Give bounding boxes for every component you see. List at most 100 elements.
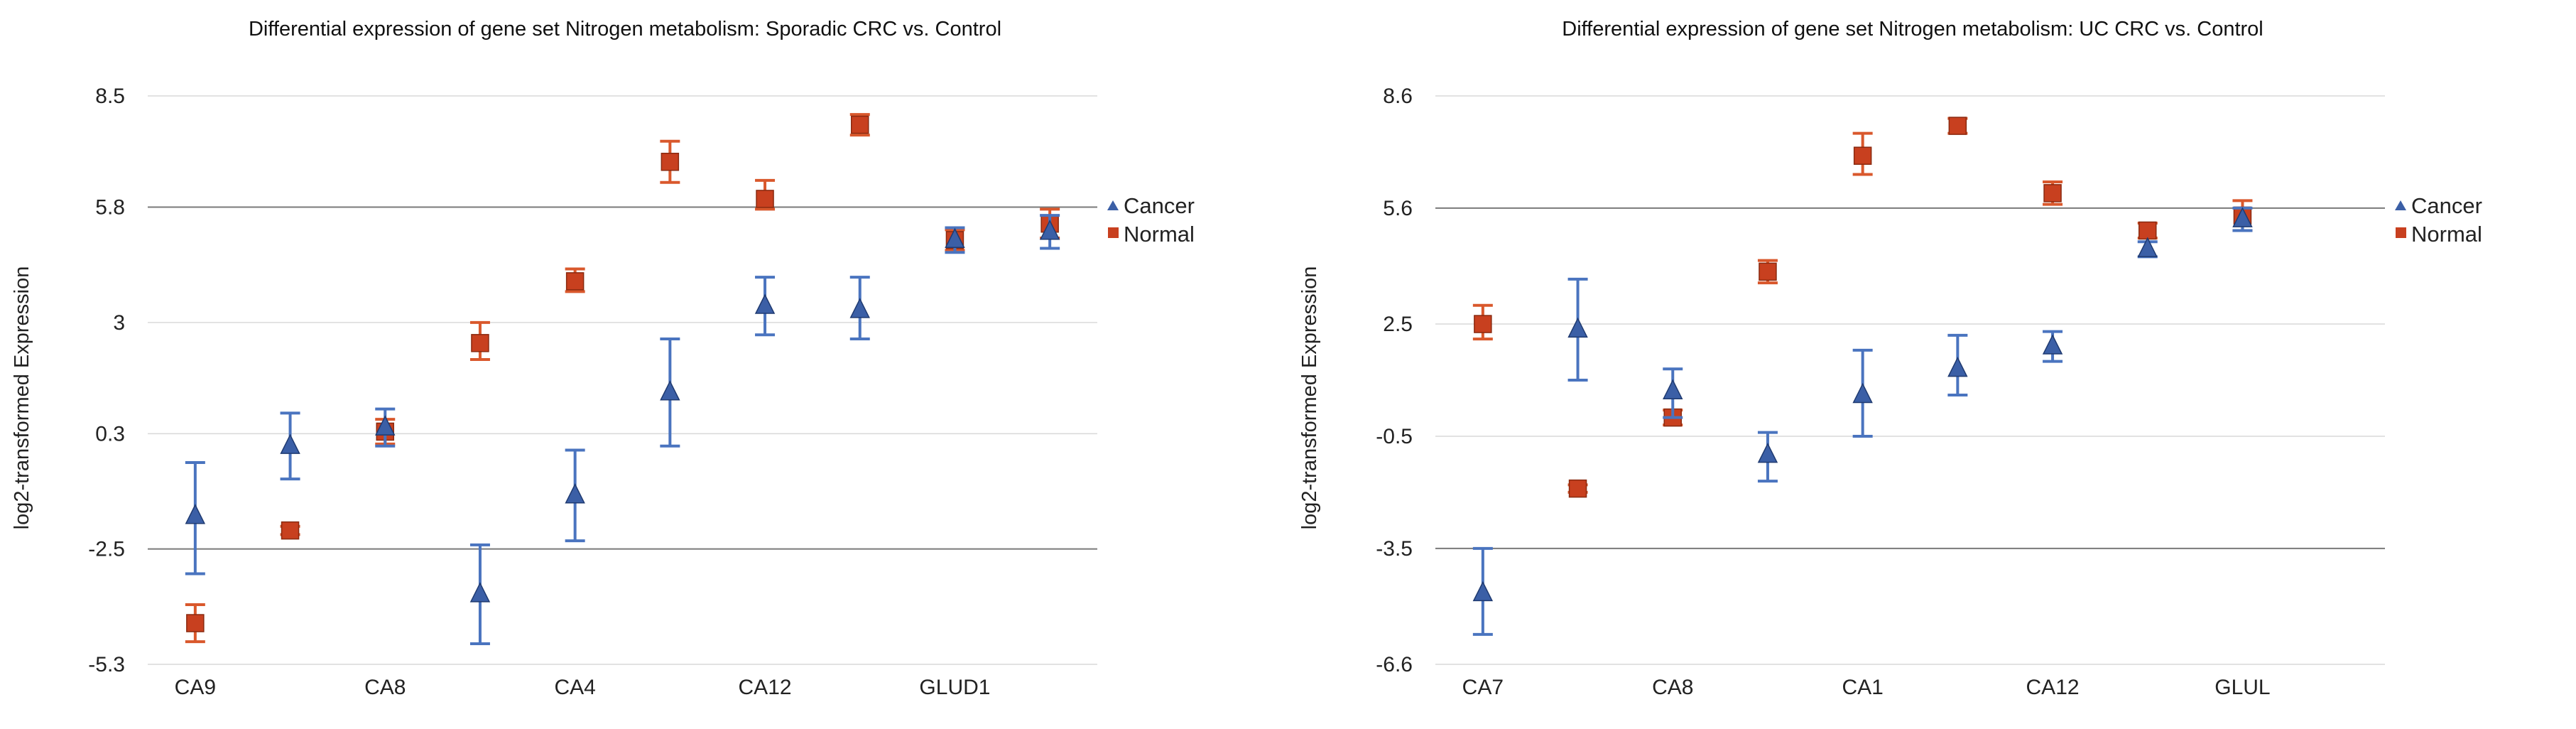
normal-point <box>2043 180 2063 206</box>
cancer-marker <box>945 227 965 249</box>
cancer-point <box>1947 333 1968 397</box>
cancer-point <box>1852 348 1873 438</box>
cancer-marker <box>1947 356 1968 377</box>
legend-square-icon <box>2396 227 2406 238</box>
y-tick-label: 8.5 <box>95 85 125 108</box>
y-tick-labels: 8.5 5.8 3 0.3 -2.5 -5.3 <box>88 85 125 676</box>
normal-point <box>849 113 870 137</box>
left-chart-panel: Differential expression of gene set Nitr… <box>11 18 1195 699</box>
y-tick-label: 5.6 <box>1383 197 1413 220</box>
normal-marker <box>281 521 300 540</box>
x-tick-label: CA7 <box>1462 676 1504 699</box>
normal-marker <box>471 334 489 352</box>
y-tick-label: 2.5 <box>1383 313 1413 336</box>
y-tick-label: -0.5 <box>1376 425 1413 448</box>
cancer-marker <box>2137 237 2158 257</box>
normal-point <box>565 267 585 293</box>
data-marks <box>185 113 1060 646</box>
legend-label: Cancer <box>2411 193 2482 218</box>
cancer-marker <box>1472 580 1494 602</box>
normal-point <box>1567 479 1588 498</box>
cancer-point <box>945 226 965 254</box>
legend: Cancer Normal <box>2395 193 2482 247</box>
cancer-marker <box>565 483 585 504</box>
y-tick-label: -2.5 <box>88 538 125 561</box>
cancer-point <box>1039 214 1060 250</box>
legend-item-normal: Normal <box>1108 222 1195 247</box>
normal-marker <box>661 153 680 171</box>
normal-marker <box>186 614 205 632</box>
cancer-marker <box>280 433 300 454</box>
cancer-point <box>849 276 870 341</box>
y-tick-label: -6.6 <box>1376 653 1413 676</box>
normal-marker <box>1568 479 1587 498</box>
cancer-marker <box>849 298 870 318</box>
cancer-marker <box>185 504 206 524</box>
y-axis-label: log2-transformed Expression <box>1298 266 1321 530</box>
cancer-point <box>1757 431 1778 483</box>
y-tick-label: 0.3 <box>95 422 125 446</box>
y-tick-labels: 8.6 5.6 2.5 -0.5 -3.5 -6.6 <box>1376 85 1413 676</box>
cancer-point <box>565 448 585 543</box>
normal-point <box>280 521 300 540</box>
data-marks <box>1472 117 2253 636</box>
legend-triangle-icon <box>2395 200 2406 210</box>
cancer-marker <box>375 415 396 436</box>
right-chart-panel: Differential expression of gene set Nitr… <box>1288 0 2576 729</box>
x-tick-label: CA12 <box>2026 676 2080 699</box>
normal-point <box>1852 131 1873 176</box>
normal-point <box>469 320 490 362</box>
cancer-marker <box>1852 382 1873 404</box>
x-tick-label: CA4 <box>554 676 595 699</box>
legend-square-icon <box>1108 227 1119 238</box>
normal-point <box>185 603 205 644</box>
y-axis-label: log2-transformed Expression <box>11 266 33 530</box>
cancer-point <box>1472 546 1494 636</box>
cancer-point <box>1663 367 1683 419</box>
normal-point <box>1757 259 1778 285</box>
normal-marker <box>2138 221 2157 240</box>
legend-item-cancer: Cancer <box>2395 193 2482 218</box>
right-chart-svg: Differential expression of gene set Nitr… <box>1298 18 2482 699</box>
x-tick-label: CA8 <box>364 676 406 699</box>
y-tick-label: 3 <box>113 311 125 335</box>
x-tick-labels: CA9 CA8 CA4 CA12 GLUD1 <box>175 676 991 699</box>
cancer-marker <box>754 293 776 314</box>
y-tick-label: 8.6 <box>1383 85 1413 108</box>
cancer-point <box>280 411 300 481</box>
legend-label: Normal <box>1124 222 1195 247</box>
y-tick-label: -5.3 <box>88 653 125 676</box>
cancer-point <box>1567 277 1588 382</box>
normal-point <box>755 178 776 211</box>
gridlines <box>1435 95 2385 665</box>
chart-title: Differential expression of gene set Nitr… <box>1562 18 2263 40</box>
normal-marker <box>756 190 774 208</box>
normal-marker <box>1948 117 1967 135</box>
normal-marker <box>565 272 585 291</box>
cancer-point <box>375 407 396 448</box>
normal-marker <box>1853 146 1872 165</box>
cancer-marker <box>1757 442 1778 463</box>
cancer-point <box>2232 206 2253 232</box>
cancer-marker <box>660 380 680 401</box>
cancer-point <box>469 543 491 646</box>
normal-point <box>2137 221 2158 240</box>
x-tick-label: GLUD1 <box>919 676 990 699</box>
chart-title: Differential expression of gene set Nitr… <box>249 18 1001 40</box>
cancer-point <box>754 276 776 337</box>
cancer-marker <box>469 582 491 603</box>
x-tick-label: GLUL <box>2214 676 2270 699</box>
cancer-marker <box>1039 220 1060 240</box>
left-chart-svg: Differential expression of gene set Nitr… <box>11 18 1195 699</box>
x-tick-label: CA9 <box>175 676 216 699</box>
normal-marker <box>2043 184 2062 202</box>
normal-marker <box>1474 315 1492 333</box>
cancer-marker <box>1663 379 1683 399</box>
y-tick-label: -3.5 <box>1376 537 1413 561</box>
normal-marker <box>1759 262 1777 281</box>
legend-label: Cancer <box>1124 193 1195 218</box>
cancer-point <box>2137 237 2158 259</box>
x-tick-label: CA12 <box>739 676 792 699</box>
cancer-point <box>2042 330 2063 363</box>
legend-label: Normal <box>2411 222 2482 247</box>
